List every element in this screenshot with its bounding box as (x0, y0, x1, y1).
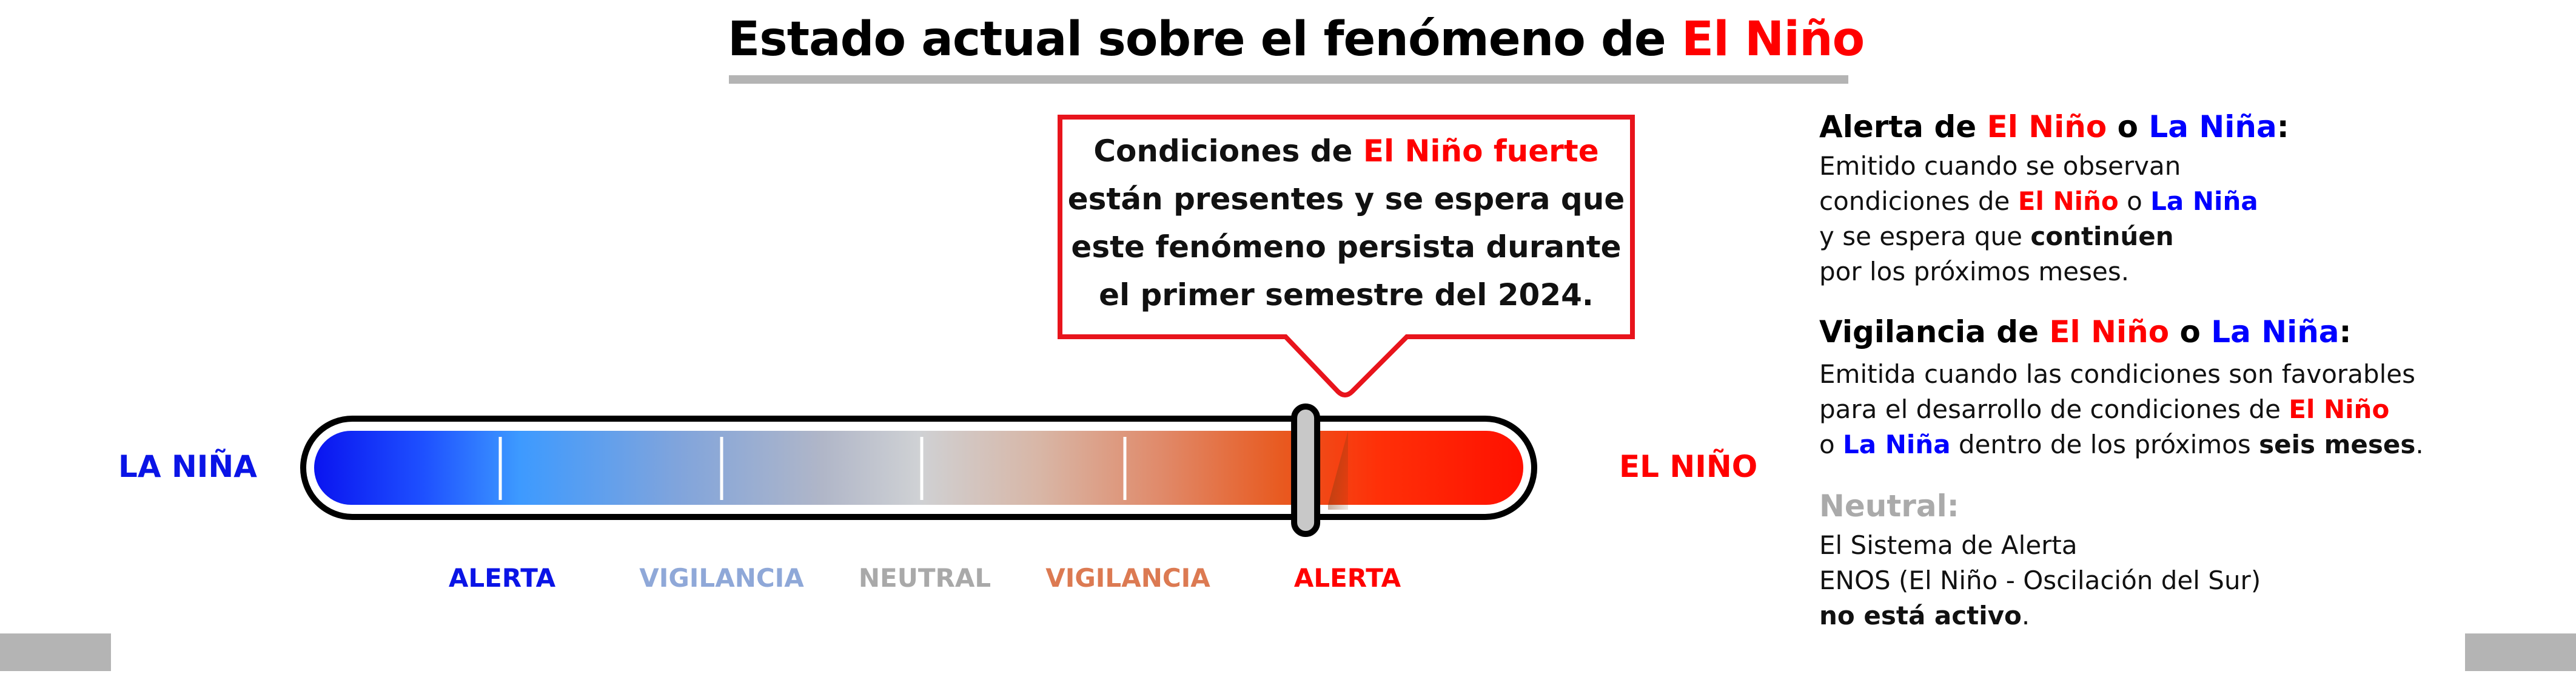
callout-bubble (1058, 115, 1635, 397)
callout-line-3: este fenómeno persista durante (1071, 229, 1622, 265)
bar-gradient (314, 431, 1523, 505)
scale-label-neutral: NEUTRAL (858, 563, 991, 593)
corner-tab-left (0, 633, 111, 671)
title-text: Estado actual sobre el fenómeno de (728, 12, 1682, 67)
callout-line-1: Condiciones de El Niño fuerte (1093, 133, 1599, 169)
legend-neutral-heading: Neutral: (1819, 488, 1959, 524)
callout-line-4: el primer semestre del 2024. (1099, 277, 1594, 312)
legend-neutral-description: El Sistema de Alerta ENOS (El Niño - Osc… (1819, 530, 2261, 630)
el-nino-label: EL NIÑO (1619, 449, 1758, 484)
callout-el-nino-fuerte: El Niño fuerte (1363, 133, 1599, 169)
la-nina-label: LA NIÑA (118, 449, 257, 484)
enso-scale-bar (300, 403, 1537, 537)
legend-vigilancia-description: Emitida cuando las condiciones son favor… (1819, 359, 2424, 459)
corner-tab-right (2465, 633, 2576, 671)
title-underline (729, 75, 1848, 84)
scale-label-vigilancia-nino: VIGILANCIA (1045, 563, 1210, 593)
callout-text: Condiciones de El Niño fuerte están pres… (1067, 127, 1625, 319)
legend-alerta-heading: Alerta de El Niño o La Niña: (1819, 109, 2289, 144)
scale-label-alerta-nina: ALERTA (448, 563, 556, 593)
status-indicator (1291, 403, 1321, 537)
legend-alerta-description: Emitido cuando se observan condiciones d… (1819, 151, 2258, 286)
page-title: Estado actual sobre el fenómeno de El Ni… (728, 12, 1865, 67)
legend-vigilancia-heading: Vigilancia de El Niño o La Niña: (1819, 314, 2352, 349)
scale-label-alerta-nino: ALERTA (1293, 563, 1401, 593)
callout-line-2: están presentes y se espera que (1067, 181, 1625, 217)
title-el-nino: El Niño (1681, 12, 1865, 67)
scale-label-vigilancia-nina: VIGILANCIA (639, 563, 804, 593)
